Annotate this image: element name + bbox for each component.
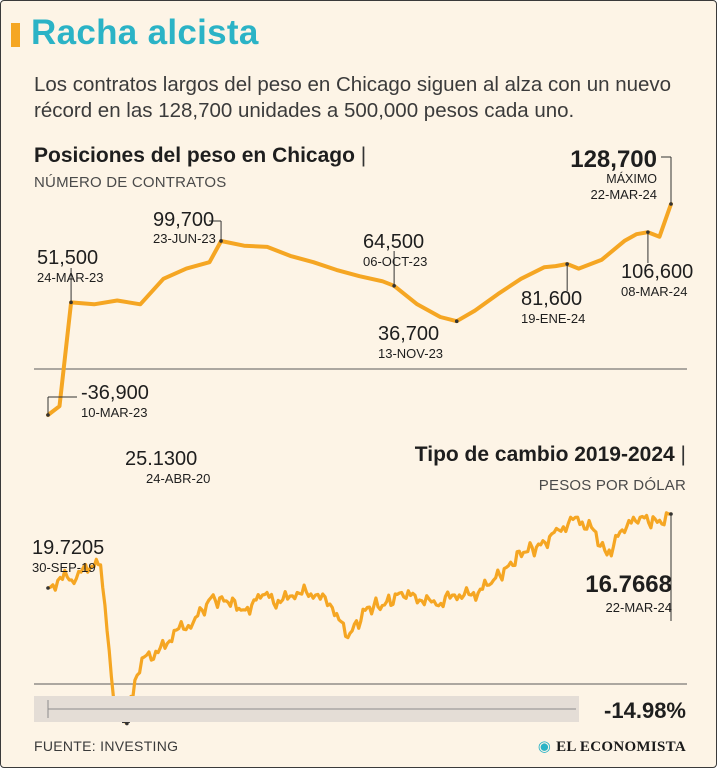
annotation-point — [46, 413, 50, 417]
annotation-date: 24-ABR-20 — [146, 471, 210, 486]
fx-series-line — [46, 511, 673, 726]
contracts-series-line — [46, 202, 673, 417]
page-subtitle: Los contratos largos del peso en Chicago… — [34, 73, 672, 122]
source-note: FUENTE: INVESTING — [34, 738, 179, 754]
chart1-unit-label: NÚMERO DE CONTRATOS — [34, 174, 227, 191]
annotation-point — [646, 230, 650, 234]
page-title: Racha alcista — [31, 13, 259, 52]
brand-logo: ◉ EL ECONOMISTA — [538, 737, 686, 756]
annotation-date: 22-MAR-24 — [591, 187, 657, 202]
fx-change-percent: -14.98% — [604, 698, 686, 723]
annotation-date: 19-ENE-24 — [521, 311, 585, 326]
annotation-value: 51,500 — [37, 247, 98, 269]
annotation-point — [219, 239, 223, 243]
annotation-value: 16.7668 — [585, 571, 672, 598]
annotation-point — [454, 319, 459, 324]
title-separator: | — [680, 443, 686, 466]
annotation-value: 64,500 — [363, 231, 424, 253]
annotation-date: 08-MAR-24 — [621, 284, 687, 299]
el-economista-logo-icon: ◉ — [537, 739, 552, 755]
title-separator: | — [360, 144, 367, 167]
annotation-point — [669, 202, 673, 206]
annotation-value: 128,700 — [570, 146, 657, 173]
annotation-note: MÁXIMO — [606, 171, 657, 186]
annotation-point — [392, 284, 396, 288]
annotation-point — [69, 300, 73, 305]
annotation-point — [46, 586, 50, 590]
chart2-unit-label: PESOS POR DÓLAR — [538, 477, 686, 494]
chart2-title-text: Tipo de cambio 2019-2024 — [414, 443, 675, 466]
annotation-value: 25.1300 — [125, 448, 197, 470]
chart2-title: Tipo de cambio 2019-2024 | — [415, 443, 686, 467]
annotation-value: 81,600 — [521, 288, 582, 310]
chart1-title-text: Posiciones del peso en Chicago — [34, 144, 355, 167]
annotation-date: 13-NOV-23 — [378, 346, 443, 361]
annotation-value: -36,900 — [81, 382, 149, 404]
annotation-value: 99,700 — [153, 209, 214, 231]
annotation-date: 10-MAR-23 — [81, 405, 147, 420]
annotation-value: 106,600 — [621, 261, 693, 283]
chart1-title: Posiciones del peso en Chicago | — [34, 144, 366, 168]
annotation-date: 24-MAR-23 — [37, 270, 103, 285]
annotation-date: 30-SEP-19 — [32, 560, 96, 575]
annotation-date: 22-MAR-24 — [606, 600, 672, 615]
annotation-point — [565, 262, 569, 266]
annotation-date: 06-OCT-23 — [363, 254, 427, 269]
title-accent-bar — [11, 23, 20, 47]
annotation-value: 19.7205 — [32, 537, 104, 559]
annotation-date: 23-JUN-23 — [153, 231, 216, 246]
brand-name: EL ECONOMISTA — [556, 739, 686, 755]
annotation-value: 36,700 — [378, 323, 439, 345]
